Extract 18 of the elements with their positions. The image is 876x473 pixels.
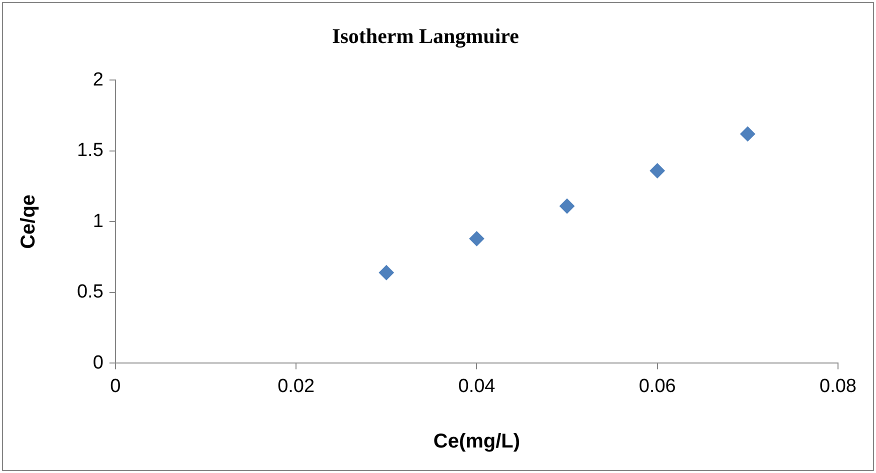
- point: [469, 231, 484, 246]
- x-tick-label: 0.02: [278, 376, 315, 397]
- y-tick-label: 0.5: [76, 282, 104, 303]
- y-tick-label: 2: [92, 69, 104, 90]
- y-tick-label: 1: [92, 210, 104, 232]
- point: [560, 198, 575, 214]
- y-tick-label: 1.5: [76, 140, 104, 162]
- y-tick-label: 0: [92, 352, 104, 374]
- x-tick-label: 0.08: [820, 376, 856, 397]
- x-tick-label: 0.04: [458, 376, 496, 397]
- chart-title: Isotherm Langmuire: [332, 24, 519, 48]
- x-axis-title: Ce(mg/L): [433, 430, 520, 453]
- y-axis-title: Ce/qe: [18, 194, 40, 249]
- x-tick-label: 0: [110, 376, 121, 397]
- point: [740, 126, 756, 142]
- point: [378, 265, 394, 280]
- x-tick-label: 0.06: [638, 376, 676, 397]
- point: [650, 163, 665, 178]
